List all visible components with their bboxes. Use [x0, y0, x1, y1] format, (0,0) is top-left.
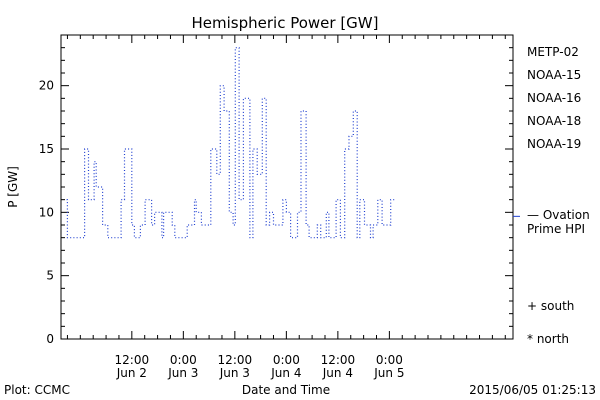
symbol-legend: + south * north — [527, 299, 574, 346]
x-tick-date-label: Jun 2 — [116, 366, 147, 380]
legend-entry-noaa-16: NOAA-16 — [527, 91, 581, 105]
plot-frame — [60, 34, 514, 340]
x-tick-time-label: 12:00 — [321, 353, 356, 367]
x-tick-time-label: 12:00 — [115, 353, 150, 367]
symbol-legend-south: + south — [527, 299, 574, 313]
x-tick-date-label: Jun 3 — [219, 366, 250, 380]
y-axis-label: P [GW] — [6, 166, 20, 208]
y-tick-label: 10 — [39, 205, 54, 219]
symbol-legend-north: * north — [527, 332, 569, 346]
legend-entry-metp-02: METP-02 — [527, 45, 579, 59]
series-layer — [66, 47, 396, 239]
series-line-noaa-15 — [66, 47, 396, 239]
x-tick-time-label: 0:00 — [376, 353, 403, 367]
x-tick-time-label: 0:00 — [273, 353, 300, 367]
x-axis-label: Date and Time — [242, 383, 330, 397]
x-tick-date-label: Jun 4 — [270, 366, 301, 380]
footer-plot-credit: Plot: CCMC — [4, 383, 70, 397]
x-tick-date-label: Jun 3 — [167, 366, 198, 380]
legend-entry-noaa-18: NOAA-18 — [527, 114, 581, 128]
footer-timestamp: 2015/06/05 01:25:13 — [469, 383, 596, 397]
series-legend: METP-02 NOAA-15 NOAA-16 NOAA-18 NOAA-19 — [527, 45, 581, 151]
x-tick-date-label: Jun 4 — [322, 366, 353, 380]
y-tick-label: 0 — [46, 332, 54, 346]
legend-entry-noaa-19: NOAA-19 — [527, 137, 581, 151]
y-axis: 0 5 10 15 20 — [39, 34, 513, 346]
x-tick-time-label: 0:00 — [170, 353, 197, 367]
y-tick-label: 5 — [46, 269, 54, 283]
chart-title: Hemispheric Power [GW] — [192, 14, 379, 32]
x-tick-time-label: 12:00 — [218, 353, 253, 367]
reference-label-line: — Ovation — [527, 208, 590, 222]
legend-entry-noaa-15: NOAA-15 — [527, 68, 581, 82]
x-tick-date-label: Jun 5 — [373, 366, 404, 380]
y-tick-label: 15 — [39, 142, 54, 156]
y-tick-label: 20 — [39, 79, 54, 93]
reference-label-line: Prime HPI — [527, 222, 585, 236]
